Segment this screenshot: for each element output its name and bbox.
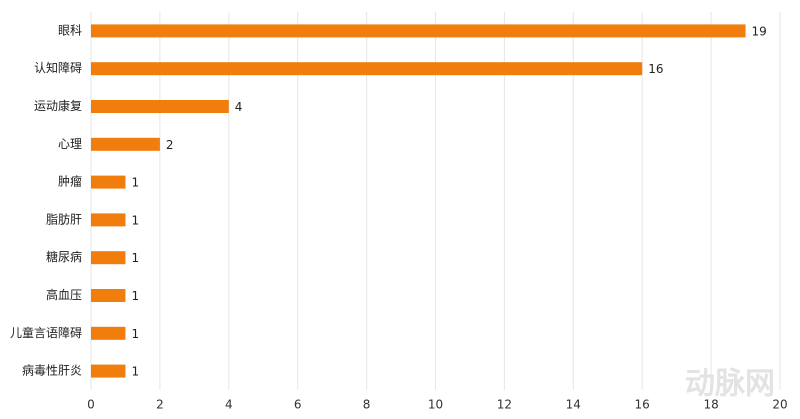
bar [91,213,126,227]
y-tick-label: 眼科 [58,23,82,37]
y-tick-label: 脂肪肝 [46,211,82,226]
y-tick-label: 糖尿病 [46,249,82,264]
x-tick-label: 16 [635,398,650,412]
data-label: 1 [131,213,139,227]
y-tick-label: 高血压 [46,287,82,302]
watermark: 动脉网 [685,367,775,402]
x-tick-label: 14 [566,398,581,412]
y-tick-label: 运动康复 [34,98,82,113]
data-label: 1 [131,365,139,379]
bar [91,175,126,189]
x-tick-label: 10 [428,398,443,412]
y-tick-label: 肿瘤 [58,174,82,189]
x-tick-label: 18 [703,398,718,412]
x-tick-label: 2 [156,398,164,412]
x-tick-label: 12 [497,398,512,412]
data-label: 16 [648,62,663,76]
bar [91,326,126,340]
bar [91,251,126,265]
bar [91,62,643,76]
x-tick-label: 20 [772,398,787,412]
x-tick-label: 0 [87,398,95,412]
y-tick-label: 儿童言语障碍 [10,325,82,340]
data-label: 1 [131,251,139,265]
bar [91,100,229,113]
data-label: 1 [131,176,139,190]
x-tick-label: 6 [294,398,302,412]
data-label: 1 [131,327,139,341]
data-label: 4 [235,100,243,114]
y-tick-label: 心理 [58,137,82,151]
x-tick-label: 4 [225,398,233,412]
bar [91,137,160,151]
data-label: 19 [752,24,767,38]
data-label: 2 [166,138,174,152]
y-tick-label: 病毒性肝炎 [22,363,82,378]
x-tick-label: 8 [363,398,371,412]
y-tick-label: 认知障碍 [34,60,82,75]
bar [91,289,126,302]
bar [91,24,746,38]
data-label: 1 [131,289,139,303]
bar [91,364,126,378]
